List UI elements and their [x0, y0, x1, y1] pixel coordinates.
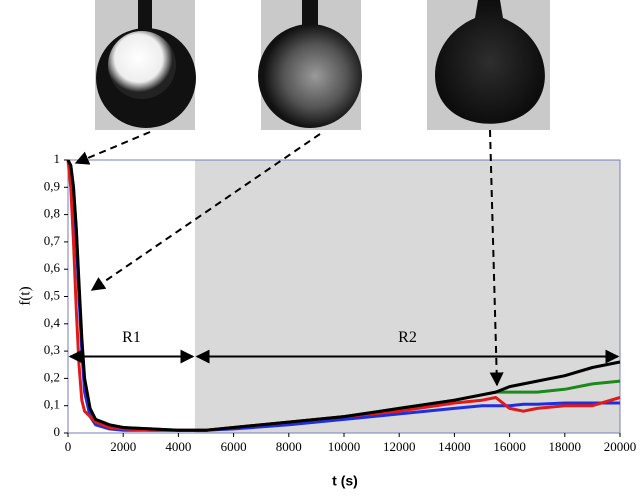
x-tick-label: 0	[65, 439, 72, 454]
y-axis-label: f(t)	[17, 286, 33, 305]
shaded-region	[194, 160, 620, 433]
y-tick-label: 1	[54, 151, 61, 166]
droplet	[258, 24, 362, 128]
pointer-arrow	[74, 131, 151, 165]
y-tick-label: 0,8	[44, 206, 60, 221]
y-tick-label: 0,7	[44, 233, 61, 248]
y-tick-label: 0,5	[44, 287, 60, 302]
pointer-arrow	[489, 129, 504, 387]
y-tick-label: 0,2	[44, 369, 60, 384]
y-tick-label: 0,4	[44, 315, 61, 330]
region-label: R2	[398, 329, 417, 346]
x-tick-label: 12000	[383, 439, 416, 454]
y-tick-label: 0	[54, 424, 61, 439]
x-tick-label: 2000	[110, 439, 136, 454]
x-tick-label: 16000	[493, 439, 526, 454]
x-axis-label: t (s)	[332, 473, 358, 489]
x-tick-label: 10000	[328, 439, 361, 454]
x-tick-label: 6000	[221, 439, 247, 454]
y-tick-label: 0,9	[44, 178, 60, 193]
x-tick-label: 20000	[604, 439, 637, 454]
data-line	[66, 159, 621, 432]
droplet-core	[108, 31, 176, 99]
needle	[138, 0, 152, 30]
y-tick-label: 0,6	[44, 260, 61, 275]
plot-area: 0 0,1 0,2 0,3 0,4 0,5 0,6 0,7 0,8 0,9 1 0 2000 4000 60…	[44, 151, 637, 454]
droplet	[435, 0, 545, 124]
needle	[302, 0, 318, 28]
droplet-images	[95, 0, 550, 130]
y-tick-label: 0,3	[44, 342, 60, 357]
x-tick-label: 8000	[276, 439, 302, 454]
x-tick-label: 18000	[549, 439, 582, 454]
region-label: R1	[122, 329, 141, 346]
x-tick-label: 4000	[165, 439, 191, 454]
y-tick-label: 0,1	[44, 397, 60, 412]
pointer-arrows	[74, 129, 504, 387]
x-tick-label: 14000	[438, 439, 471, 454]
pointer-arrow	[90, 133, 321, 291]
